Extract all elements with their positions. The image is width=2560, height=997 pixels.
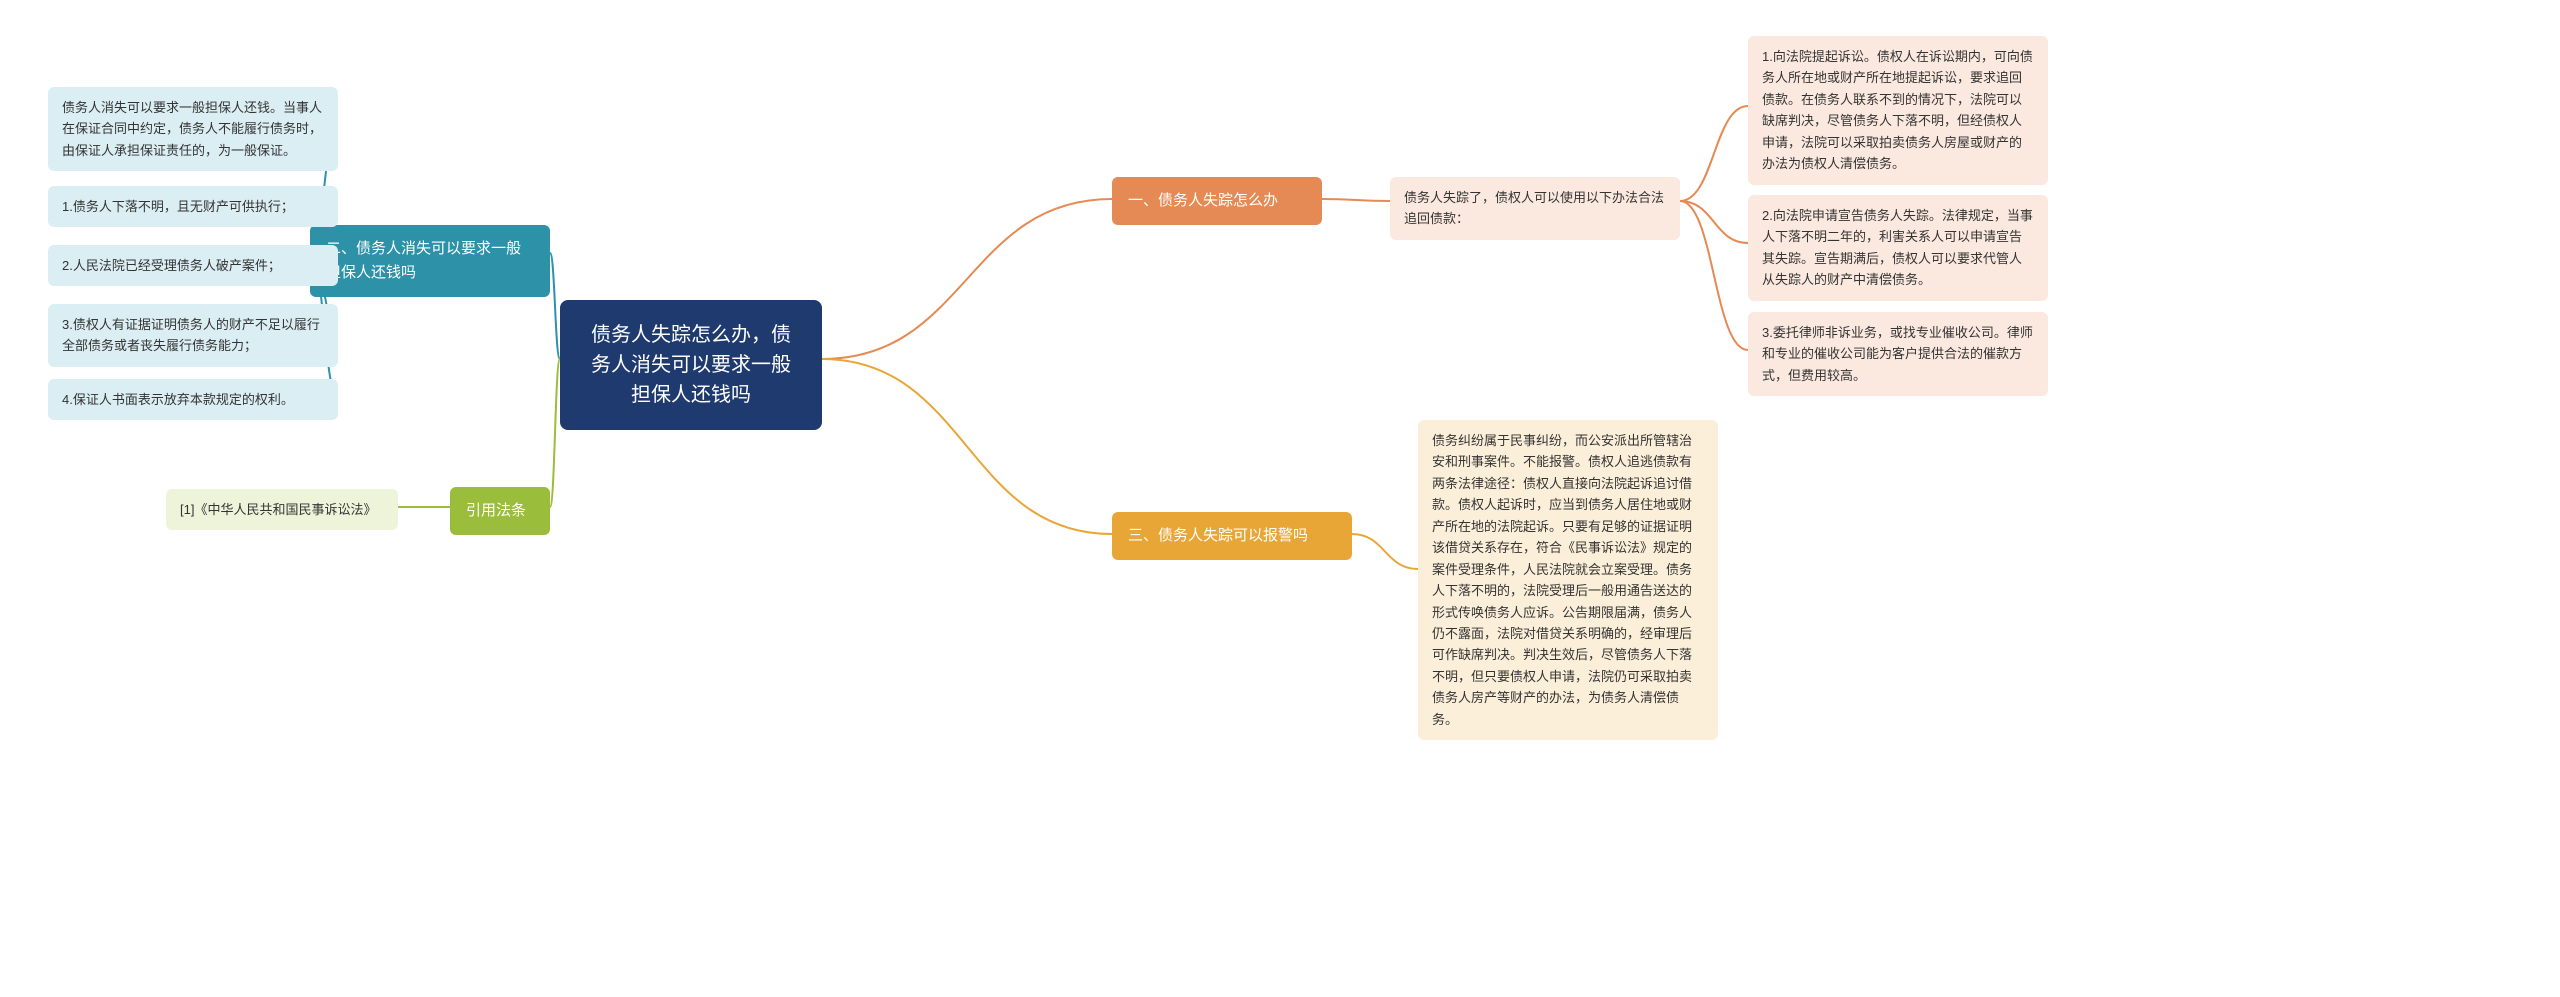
leaf-b4-0: [1]《中华人民共和国民事诉讼法》: [166, 489, 398, 530]
leaf-b1-3: 3.委托律师非诉业务，或找专业催收公司。律师和专业的催收公司能为客户提供合法的催…: [1748, 312, 2048, 396]
leaf-b4-0-text: [1]《中华人民共和国民事诉讼法》: [180, 499, 376, 520]
leaf-b2-3: 3.债权人有证据证明债务人的财产不足以履行全部债务或者丧失履行债务能力；: [48, 304, 338, 367]
leaf-b1-3-text: 3.委托律师非诉业务，或找专业催收公司。律师和专业的催收公司能为客户提供合法的催…: [1762, 322, 2034, 386]
leaf-b1-1: 1.向法院提起诉讼。债权人在诉讼期内，可向债务人所在地或财产所在地提起诉讼，要求…: [1748, 36, 2048, 185]
leaf-b2-0: 债务人消失可以要求一般担保人还钱。当事人在保证合同中约定，债务人不能履行债务时，…: [48, 87, 338, 171]
branch-1-label: 一、债务人失踪怎么办: [1128, 189, 1278, 213]
branch-3-police: 三、债务人失踪可以报警吗: [1112, 512, 1352, 560]
branch-4-label: 引用法条: [466, 499, 526, 523]
leaf-b3-0-text: 债务纠纷属于民事纠纷，而公安派出所管辖治安和刑事案件。不能报警。债权人追逃债款有…: [1432, 430, 1704, 730]
root-node: 债务人失踪怎么办，债务人消失可以要求一般担保人还钱吗: [560, 300, 822, 430]
branch-2-guarantor: 二、债务人消失可以要求一般担保人还钱吗: [310, 225, 550, 297]
branch-3-label: 三、债务人失踪可以报警吗: [1128, 524, 1308, 548]
branch-1-missing: 一、债务人失踪怎么办: [1112, 177, 1322, 225]
leaf-b1-summary-text: 债务人失踪了，债权人可以使用以下办法合法追回债款：: [1404, 187, 1666, 230]
leaf-b2-1-text: 1.债务人下落不明，且无财产可供执行；: [62, 196, 294, 217]
leaf-b2-0-text: 债务人消失可以要求一般担保人还钱。当事人在保证合同中约定，债务人不能履行债务时，…: [62, 97, 324, 161]
leaf-b2-4: 4.保证人书面表示放弃本款规定的权利。: [48, 379, 338, 420]
leaf-b2-1: 1.债务人下落不明，且无财产可供执行；: [48, 186, 338, 227]
leaf-b3-0: 债务纠纷属于民事纠纷，而公安派出所管辖治安和刑事案件。不能报警。债权人追逃债款有…: [1418, 420, 1718, 740]
branch-2-label: 二、债务人消失可以要求一般担保人还钱吗: [326, 237, 534, 285]
root-text: 债务人失踪怎么办，债务人消失可以要求一般担保人还钱吗: [582, 320, 800, 410]
leaf-b1-summary: 债务人失踪了，债权人可以使用以下办法合法追回债款：: [1390, 177, 1680, 240]
leaf-b1-1-text: 1.向法院提起诉讼。债权人在诉讼期内，可向债务人所在地或财产所在地提起诉讼，要求…: [1762, 46, 2034, 175]
leaf-b2-4-text: 4.保证人书面表示放弃本款规定的权利。: [62, 389, 294, 410]
leaf-b2-2: 2.人民法院已经受理债务人破产案件；: [48, 245, 338, 286]
branch-4-citation: 引用法条: [450, 487, 550, 535]
leaf-b2-3-text: 3.债权人有证据证明债务人的财产不足以履行全部债务或者丧失履行债务能力；: [62, 314, 324, 357]
leaf-b1-2: 2.向法院申请宣告债务人失踪。法律规定，当事人下落不明二年的，利害关系人可以申请…: [1748, 195, 2048, 301]
leaf-b1-2-text: 2.向法院申请宣告债务人失踪。法律规定，当事人下落不明二年的，利害关系人可以申请…: [1762, 205, 2034, 291]
leaf-b2-2-text: 2.人民法院已经受理债务人破产案件；: [62, 255, 281, 276]
